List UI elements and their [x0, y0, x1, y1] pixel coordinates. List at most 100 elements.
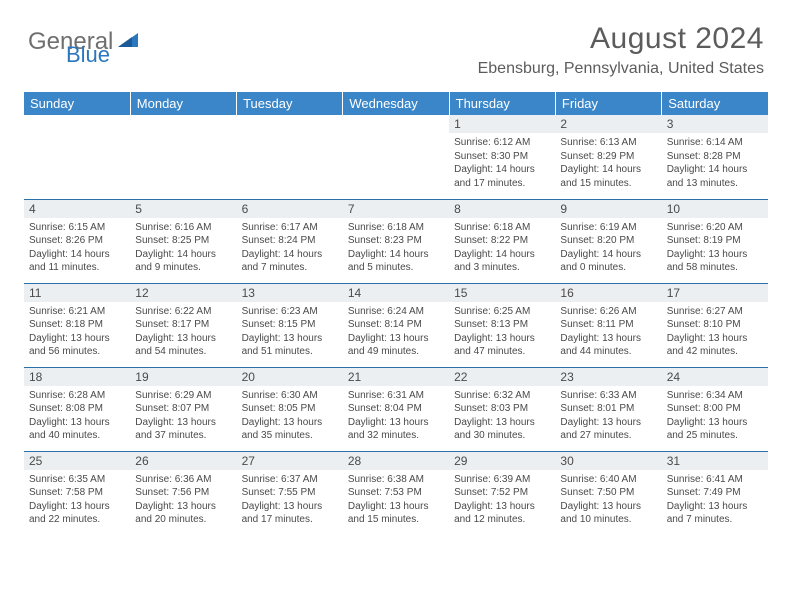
- sunset-text: Sunset: 8:28 PM: [667, 150, 763, 164]
- day-info: Sunrise: 6:36 AMSunset: 7:56 PMDaylight:…: [130, 470, 236, 529]
- day-number: 4: [24, 200, 130, 218]
- day-number: 3: [662, 115, 768, 133]
- day-info: Sunrise: 6:21 AMSunset: 8:18 PMDaylight:…: [24, 302, 130, 361]
- weekday-header: Wednesday: [343, 92, 449, 115]
- calendar-cell: 3Sunrise: 6:14 AMSunset: 8:28 PMDaylight…: [662, 115, 768, 199]
- day-info: Sunrise: 6:24 AMSunset: 8:14 PMDaylight:…: [343, 302, 449, 361]
- calendar-body: 1Sunrise: 6:12 AMSunset: 8:30 PMDaylight…: [24, 115, 768, 535]
- day-number: 20: [237, 368, 343, 386]
- daylight-text: Daylight: 13 hours and 12 minutes.: [454, 500, 550, 527]
- day-info: Sunrise: 6:25 AMSunset: 8:13 PMDaylight:…: [449, 302, 555, 361]
- daylight-text: Daylight: 13 hours and 42 minutes.: [667, 332, 763, 359]
- day-info: Sunrise: 6:34 AMSunset: 8:00 PMDaylight:…: [662, 386, 768, 445]
- day-info: Sunrise: 6:23 AMSunset: 8:15 PMDaylight:…: [237, 302, 343, 361]
- sunrise-text: Sunrise: 6:20 AM: [667, 221, 763, 235]
- day-info: Sunrise: 6:12 AMSunset: 8:30 PMDaylight:…: [449, 133, 555, 192]
- sunrise-text: Sunrise: 6:22 AM: [135, 305, 231, 319]
- calendar-cell: 1Sunrise: 6:12 AMSunset: 8:30 PMDaylight…: [449, 115, 555, 199]
- logo-text-blue: Blue: [66, 42, 110, 68]
- sunset-text: Sunset: 8:23 PM: [348, 234, 444, 248]
- day-number: 21: [343, 368, 449, 386]
- day-number: 26: [130, 452, 236, 470]
- day-number: 2: [555, 115, 661, 133]
- calendar-cell: 26Sunrise: 6:36 AMSunset: 7:56 PMDayligh…: [130, 451, 236, 535]
- sunrise-text: Sunrise: 6:12 AM: [454, 136, 550, 150]
- daylight-text: Daylight: 13 hours and 49 minutes.: [348, 332, 444, 359]
- daylight-text: Daylight: 13 hours and 37 minutes.: [135, 416, 231, 443]
- calendar-cell: 27Sunrise: 6:37 AMSunset: 7:55 PMDayligh…: [237, 451, 343, 535]
- logo: General Blue: [28, 22, 142, 56]
- sunrise-text: Sunrise: 6:41 AM: [667, 473, 763, 487]
- calendar-cell: 31Sunrise: 6:41 AMSunset: 7:49 PMDayligh…: [662, 451, 768, 535]
- day-info: Sunrise: 6:16 AMSunset: 8:25 PMDaylight:…: [130, 218, 236, 277]
- sunset-text: Sunset: 8:25 PM: [135, 234, 231, 248]
- calendar-cell: 9Sunrise: 6:19 AMSunset: 8:20 PMDaylight…: [555, 199, 661, 283]
- day-number: 1: [449, 115, 555, 133]
- daylight-text: Daylight: 14 hours and 13 minutes.: [667, 163, 763, 190]
- calendar-row: 25Sunrise: 6:35 AMSunset: 7:58 PMDayligh…: [24, 451, 768, 535]
- sunset-text: Sunset: 8:22 PM: [454, 234, 550, 248]
- day-number: 7: [343, 200, 449, 218]
- day-info: Sunrise: 6:15 AMSunset: 8:26 PMDaylight:…: [24, 218, 130, 277]
- sunrise-text: Sunrise: 6:18 AM: [454, 221, 550, 235]
- day-info: Sunrise: 6:28 AMSunset: 8:08 PMDaylight:…: [24, 386, 130, 445]
- sunrise-text: Sunrise: 6:33 AM: [560, 389, 656, 403]
- sunrise-text: Sunrise: 6:32 AM: [454, 389, 550, 403]
- calendar-cell: 8 Sunrise: 6:18 AMSunset: 8:22 PMDaylight…: [449, 199, 555, 283]
- day-number: 16: [555, 284, 661, 302]
- day-info: Sunrise: 6:38 AMSunset: 7:53 PMDaylight:…: [343, 470, 449, 529]
- sunset-text: Sunset: 8:30 PM: [454, 150, 550, 164]
- day-info: Sunrise: 6:32 AMSunset: 8:03 PMDaylight:…: [449, 386, 555, 445]
- calendar-row: 11Sunrise: 6:21 AMSunset: 8:18 PMDayligh…: [24, 283, 768, 367]
- weekday-header: Saturday: [662, 92, 768, 115]
- calendar-cell: 22Sunrise: 6:32 AMSunset: 8:03 PMDayligh…: [449, 367, 555, 451]
- sunset-text: Sunset: 8:20 PM: [560, 234, 656, 248]
- sunset-text: Sunset: 8:17 PM: [135, 318, 231, 332]
- calendar-cell: 11Sunrise: 6:21 AMSunset: 8:18 PMDayligh…: [24, 283, 130, 367]
- daylight-text: Daylight: 13 hours and 54 minutes.: [135, 332, 231, 359]
- sunset-text: Sunset: 8:04 PM: [348, 402, 444, 416]
- day-info: Sunrise: 6:31 AMSunset: 8:04 PMDaylight:…: [343, 386, 449, 445]
- calendar-cell: 24Sunrise: 6:34 AMSunset: 8:00 PMDayligh…: [662, 367, 768, 451]
- day-number: 27: [237, 452, 343, 470]
- calendar-row: 1Sunrise: 6:12 AMSunset: 8:30 PMDaylight…: [24, 115, 768, 199]
- sunset-text: Sunset: 8:01 PM: [560, 402, 656, 416]
- sunrise-text: Sunrise: 6:37 AM: [242, 473, 338, 487]
- calendar-cell: 10Sunrise: 6:20 AMSunset: 8:19 PMDayligh…: [662, 199, 768, 283]
- daylight-text: Daylight: 13 hours and 47 minutes.: [454, 332, 550, 359]
- sunset-text: Sunset: 8:07 PM: [135, 402, 231, 416]
- day-info: Sunrise: 6:33 AMSunset: 8:01 PMDaylight:…: [555, 386, 661, 445]
- calendar-cell: 18Sunrise: 6:28 AMSunset: 8:08 PMDayligh…: [24, 367, 130, 451]
- day-info: Sunrise: 6:14 AMSunset: 8:28 PMDaylight:…: [662, 133, 768, 192]
- sunrise-text: Sunrise: 6:28 AM: [29, 389, 125, 403]
- calendar-table: SundayMondayTuesdayWednesdayThursdayFrid…: [24, 92, 768, 535]
- day-info: Sunrise: 6:41 AMSunset: 7:49 PMDaylight:…: [662, 470, 768, 529]
- calendar-cell: 20Sunrise: 6:30 AMSunset: 8:05 PMDayligh…: [237, 367, 343, 451]
- weekday-header: Friday: [555, 92, 661, 115]
- daylight-text: Daylight: 13 hours and 44 minutes.: [560, 332, 656, 359]
- sunset-text: Sunset: 8:08 PM: [29, 402, 125, 416]
- daylight-text: Daylight: 13 hours and 27 minutes.: [560, 416, 656, 443]
- sunrise-text: Sunrise: 6:19 AM: [560, 221, 656, 235]
- logo-triangle-icon: [118, 31, 140, 54]
- daylight-text: Daylight: 14 hours and 3 minutes.: [454, 248, 550, 275]
- day-info: Sunrise: 6:39 AMSunset: 7:52 PMDaylight:…: [449, 470, 555, 529]
- day-info: Sunrise: 6:35 AMSunset: 7:58 PMDaylight:…: [24, 470, 130, 529]
- daylight-text: Daylight: 13 hours and 56 minutes.: [29, 332, 125, 359]
- sunset-text: Sunset: 8:24 PM: [242, 234, 338, 248]
- sunset-text: Sunset: 7:56 PM: [135, 486, 231, 500]
- daylight-text: Daylight: 13 hours and 58 minutes.: [667, 248, 763, 275]
- day-info: Sunrise: 6:26 AMSunset: 8:11 PMDaylight:…: [555, 302, 661, 361]
- sunset-text: Sunset: 8:13 PM: [454, 318, 550, 332]
- day-number: 8: [449, 200, 555, 218]
- calendar-cell: [24, 115, 130, 199]
- weekday-header: Tuesday: [237, 92, 343, 115]
- calendar-cell: 28Sunrise: 6:38 AMSunset: 7:53 PMDayligh…: [343, 451, 449, 535]
- day-number: 30: [555, 452, 661, 470]
- calendar-cell: [130, 115, 236, 199]
- daylight-text: Daylight: 13 hours and 51 minutes.: [242, 332, 338, 359]
- daylight-text: Daylight: 13 hours and 17 minutes.: [242, 500, 338, 527]
- day-info: Sunrise: 6:19 AMSunset: 8:20 PMDaylight:…: [555, 218, 661, 277]
- sunrise-text: Sunrise: 6:26 AM: [560, 305, 656, 319]
- sunrise-text: Sunrise: 6:17 AM: [242, 221, 338, 235]
